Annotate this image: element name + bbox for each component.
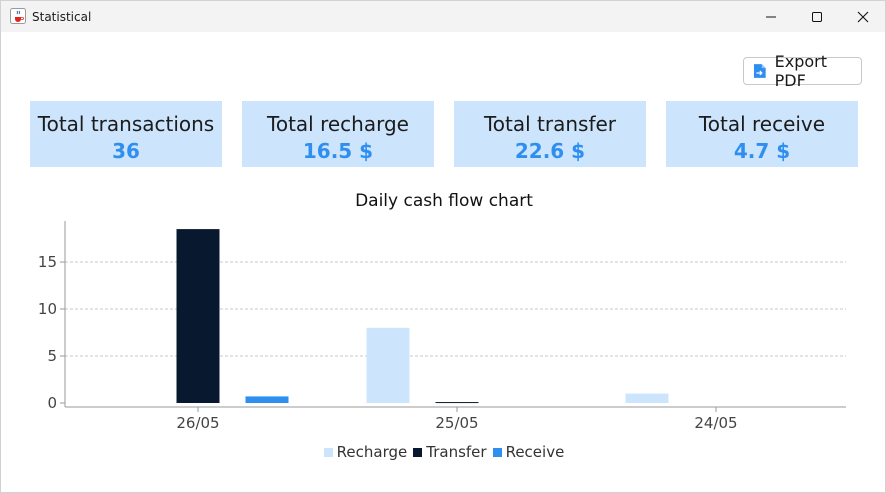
y-tick-label: 0 xyxy=(47,394,57,412)
chart-legend: Recharge Transfer Receive xyxy=(1,443,886,461)
minimize-icon xyxy=(766,16,776,17)
export-pdf-button[interactable]: Export PDF xyxy=(743,52,862,90)
card-label: Total recharge xyxy=(267,112,409,136)
legend-item-receive: Receive xyxy=(492,443,565,461)
maximize-button[interactable] xyxy=(794,1,840,32)
legend-label: Transfer xyxy=(426,443,487,461)
card-label: Total transactions xyxy=(37,112,215,136)
card-label: Total transfer xyxy=(483,112,617,136)
close-button[interactable] xyxy=(840,1,886,32)
card-total-recharge: Total recharge 16.5 $ xyxy=(242,101,434,167)
y-tick-label: 5 xyxy=(47,347,57,365)
close-icon xyxy=(857,11,869,22)
card-value: 16.5 $ xyxy=(302,139,374,163)
java-cup-icon xyxy=(10,8,26,24)
legend-label: Recharge xyxy=(336,443,408,461)
legend-item-transfer: Transfer xyxy=(413,443,487,461)
bar-receive xyxy=(245,396,289,403)
legend-label: Receive xyxy=(505,443,565,461)
export-pdf-label: Export PDF xyxy=(774,52,828,90)
card-value: 36 xyxy=(112,139,140,163)
chart-title: Daily cash flow chart xyxy=(355,191,533,211)
y-tick-label: 10 xyxy=(38,300,57,318)
legend-swatch xyxy=(323,447,333,457)
bar-transfer xyxy=(435,402,479,404)
y-tick-label: 15 xyxy=(38,253,57,271)
maximize-icon xyxy=(812,11,822,22)
x-tick-label: 25/05 xyxy=(435,414,478,432)
card-label: Total receive xyxy=(698,112,826,136)
card-total-transactions: Total transactions 36 xyxy=(30,101,222,167)
window-title: Statistical xyxy=(32,10,92,24)
title-bar[interactable]: Statistical xyxy=(1,1,885,32)
bar-recharge xyxy=(366,327,410,403)
card-value: 4.7 $ xyxy=(733,139,791,163)
x-tick-label: 26/05 xyxy=(176,414,219,432)
legend-swatch xyxy=(492,447,502,457)
bar-transfer xyxy=(176,229,220,403)
card-total-transfer: Total transfer 22.6 $ xyxy=(454,101,646,167)
card-value: 22.6 $ xyxy=(514,139,586,163)
minimize-button[interactable] xyxy=(748,1,794,32)
x-tick-label: 24/05 xyxy=(694,414,737,432)
legend-swatch xyxy=(413,447,423,457)
card-total-receive: Total receive 4.7 $ xyxy=(666,101,858,167)
legend-item-recharge: Recharge xyxy=(323,443,408,461)
bar-recharge xyxy=(625,393,669,403)
pdf-export-icon xyxy=(753,64,766,78)
